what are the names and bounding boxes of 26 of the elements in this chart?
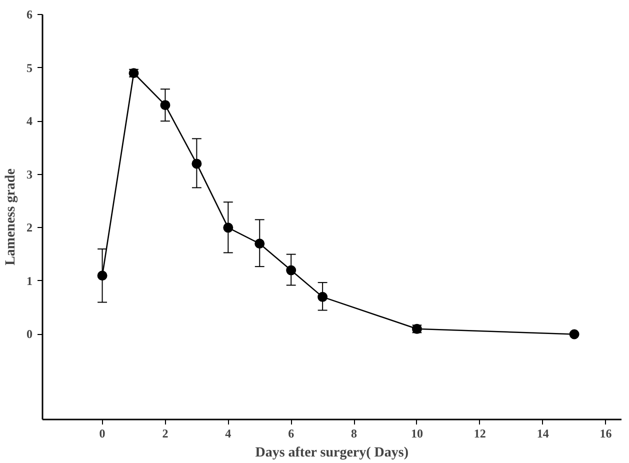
x-tick-label: 2: [162, 426, 168, 440]
y-tick-label: 1: [26, 274, 32, 288]
y-tick-label: 5: [26, 60, 32, 75]
y-tick-label: 0: [26, 327, 32, 342]
x-tick-label: 10: [410, 426, 423, 440]
x-axis-title: Days after surgery( Days): [255, 446, 409, 460]
y-axis-title: Lameness grade: [4, 168, 18, 266]
y-tick-label: 3: [26, 167, 32, 182]
x-tick-label: 4: [225, 426, 232, 440]
point: [192, 158, 202, 169]
y-tick-label: 2: [26, 220, 32, 235]
point: [286, 265, 296, 276]
y-tick-label: 6: [26, 8, 32, 22]
point: [97, 270, 108, 281]
point: [254, 238, 265, 249]
x-tick-label: 16: [600, 426, 612, 440]
point: [160, 100, 170, 110]
x-tick-label: 6: [288, 426, 294, 440]
x-tick-label: 8: [351, 426, 358, 440]
point: [318, 292, 328, 302]
x-tick-label: 0: [99, 426, 106, 440]
y-tick-label: 4: [26, 114, 32, 128]
x-tick-label: 12: [474, 426, 486, 440]
point: [223, 222, 234, 233]
x-tick-label: 14: [536, 426, 549, 440]
point: [569, 329, 580, 340]
